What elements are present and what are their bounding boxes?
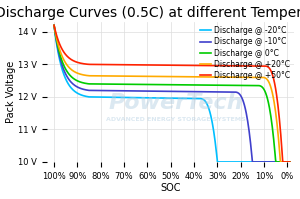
- Discharge @ +50°C: [281, 161, 285, 163]
- Discharge @ -10°C: [288, 161, 292, 163]
- Discharge @ -10°C: [180, 90, 183, 93]
- Discharge @ -20°C: [166, 97, 169, 99]
- Text: PowerTech: PowerTech: [108, 93, 243, 113]
- Discharge @ +20°C: [52, 24, 56, 26]
- Discharge @ -20°C: [246, 161, 250, 163]
- Line: Discharge @ -20°C: Discharge @ -20°C: [54, 25, 290, 162]
- Discharge @ -10°C: [283, 161, 286, 163]
- Discharge @ +50°C: [288, 161, 292, 163]
- Discharge @ 0°C: [166, 83, 169, 86]
- Discharge @ 0°C: [180, 84, 183, 86]
- Discharge @ 0°C: [283, 161, 286, 163]
- Discharge @ -10°C: [250, 161, 254, 163]
- Discharge @ +20°C: [193, 76, 196, 78]
- Discharge @ +20°C: [279, 161, 283, 163]
- Discharge @ -10°C: [166, 90, 169, 93]
- Discharge @ +20°C: [288, 161, 292, 163]
- Discharge @ +50°C: [166, 64, 169, 66]
- Y-axis label: Pack Voltage: Pack Voltage: [6, 61, 16, 123]
- Discharge @ 0°C: [164, 83, 168, 86]
- Discharge @ 0°C: [245, 84, 249, 87]
- Discharge @ -10°C: [164, 90, 168, 93]
- Discharge @ -20°C: [180, 97, 183, 100]
- Line: Discharge @ +50°C: Discharge @ +50°C: [54, 25, 290, 162]
- Discharge @ 0°C: [274, 161, 278, 163]
- Discharge @ -20°C: [164, 97, 168, 99]
- Discharge @ +50°C: [52, 24, 56, 26]
- Discharge @ +50°C: [164, 64, 168, 66]
- Title: Discharge Curves (0.5C) at different Temperatures: Discharge Curves (0.5C) at different Tem…: [0, 6, 300, 20]
- Discharge @ +20°C: [245, 76, 249, 78]
- Discharge @ -20°C: [283, 161, 286, 163]
- Legend: Discharge @ -20°C, Discharge @ -10°C, Discharge @ 0°C, Discharge @ +20°C, Discha: Discharge @ -20°C, Discharge @ -10°C, Di…: [200, 26, 291, 80]
- Discharge @ -10°C: [52, 24, 56, 26]
- Discharge @ +50°C: [245, 65, 249, 67]
- Discharge @ -10°C: [193, 90, 196, 93]
- Discharge @ -20°C: [193, 97, 196, 100]
- Discharge @ +20°C: [180, 75, 183, 78]
- Discharge @ -20°C: [288, 161, 292, 163]
- Discharge @ +50°C: [283, 161, 286, 163]
- Discharge @ -20°C: [52, 24, 56, 26]
- Line: Discharge @ -10°C: Discharge @ -10°C: [54, 25, 290, 162]
- Discharge @ +50°C: [180, 64, 183, 66]
- Discharge @ +50°C: [193, 64, 196, 66]
- Line: Discharge @ 0°C: Discharge @ 0°C: [54, 25, 290, 162]
- X-axis label: SOC: SOC: [160, 183, 181, 193]
- Line: Discharge @ +20°C: Discharge @ +20°C: [54, 25, 290, 162]
- Discharge @ 0°C: [52, 24, 56, 26]
- Discharge @ -10°C: [245, 117, 249, 120]
- Discharge @ -20°C: [216, 161, 219, 163]
- Discharge @ +20°C: [166, 75, 169, 78]
- Discharge @ +20°C: [164, 75, 168, 78]
- Discharge @ 0°C: [193, 84, 196, 86]
- Discharge @ 0°C: [288, 161, 292, 163]
- Text: ADVANCED ENERGY STORAGE SYSTEMS: ADVANCED ENERGY STORAGE SYSTEMS: [106, 117, 245, 123]
- Discharge @ +20°C: [283, 161, 286, 163]
